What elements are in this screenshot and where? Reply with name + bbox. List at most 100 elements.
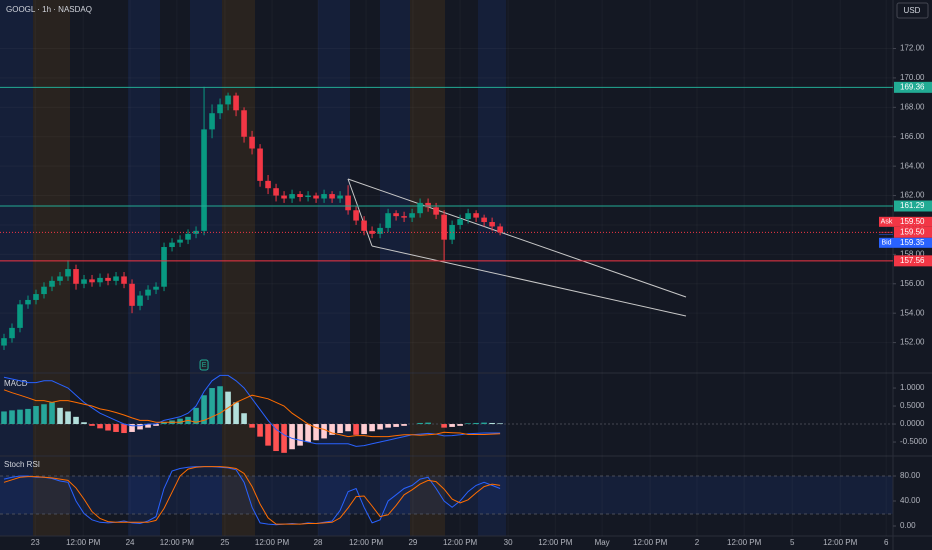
macd-histogram-bar xyxy=(153,424,159,426)
candle-body xyxy=(497,226,503,233)
candle-body xyxy=(161,247,167,287)
y-tick-label: 162.00 xyxy=(900,191,925,200)
wedge-upper xyxy=(347,178,687,298)
macd-histogram-bar xyxy=(41,404,47,425)
candle-body xyxy=(241,110,247,137)
candle-body xyxy=(73,269,79,284)
session-bands xyxy=(0,0,506,536)
macd-histogram-bar xyxy=(473,422,479,425)
macd-histogram-bar xyxy=(97,424,103,429)
x-tick-label: 12:00 PM xyxy=(443,538,478,547)
macd-histogram-bar xyxy=(385,424,391,428)
macd-histogram-bar xyxy=(49,402,55,425)
candle-body xyxy=(169,242,175,248)
level-label-box xyxy=(894,255,932,267)
macd-histogram-bar xyxy=(425,422,431,425)
level-label-box xyxy=(894,81,932,93)
macd-histogram-bar xyxy=(401,424,407,426)
level-label: 161.29 xyxy=(900,201,925,210)
macd-histogram-bar xyxy=(1,411,7,425)
candle-body xyxy=(393,213,399,217)
premarket-band xyxy=(190,0,222,536)
candle-body xyxy=(273,188,279,196)
indicator-line xyxy=(3,466,501,525)
candle-body xyxy=(113,276,119,281)
y-tick-label: 0.00 xyxy=(900,521,916,530)
x-tick-label: 12:00 PM xyxy=(160,538,195,547)
macd-histogram-bar xyxy=(273,424,279,452)
postmarket-band xyxy=(410,0,445,536)
earnings-marker: E xyxy=(202,362,207,369)
x-tick-label: 24 xyxy=(126,538,135,547)
macd-histogram-bar xyxy=(209,388,215,425)
macd-histogram-bar xyxy=(33,406,39,425)
candle-body xyxy=(265,180,271,189)
macd-histogram-bar xyxy=(353,424,359,435)
currency-box[interactable] xyxy=(896,2,929,19)
macd-histogram-bar xyxy=(265,424,271,446)
macd-histogram-bar xyxy=(345,424,351,432)
macd-histogram-bar xyxy=(25,408,31,425)
candle-body xyxy=(257,148,263,181)
candle-body xyxy=(121,276,127,284)
macd-histogram-bar xyxy=(121,424,127,434)
candle-body xyxy=(9,327,15,339)
candle-body xyxy=(17,304,23,328)
quote-name: Bid xyxy=(881,240,891,247)
candle-body xyxy=(81,279,87,284)
quote-box xyxy=(894,216,932,227)
y-tick-label: -0.5000 xyxy=(900,437,928,446)
macd-histogram-bar xyxy=(201,395,207,425)
candle-body xyxy=(153,286,159,290)
macd-histogram-bar xyxy=(129,424,135,432)
y-tick-label: 166.00 xyxy=(900,132,925,141)
candle-body xyxy=(201,129,207,231)
macd-histogram-bar xyxy=(321,424,327,439)
candle-body xyxy=(177,239,183,243)
candle-body xyxy=(489,222,495,227)
candle-body xyxy=(377,227,383,234)
macd-histogram-bar xyxy=(465,423,471,425)
level-label: 169.36 xyxy=(900,82,925,91)
macd-histogram-bar xyxy=(9,410,15,425)
macd-histogram-bar xyxy=(449,424,455,427)
candle-body xyxy=(417,202,423,214)
quote-name-box xyxy=(879,216,894,227)
candle-body xyxy=(289,194,295,199)
macd-histogram-bar xyxy=(481,422,487,425)
candle-body xyxy=(481,217,487,223)
y-tick-label: 1.0000 xyxy=(900,383,925,392)
macd-histogram-bar xyxy=(65,411,71,425)
x-tick-label: 25 xyxy=(220,538,229,547)
indicator-line xyxy=(3,466,501,526)
candle-body xyxy=(129,283,135,306)
x-tick-label: 12:00 PM xyxy=(538,538,573,547)
candle-body xyxy=(185,233,191,240)
y-tick-label: 170.00 xyxy=(900,73,925,82)
candle-body xyxy=(225,95,231,105)
candle-body xyxy=(1,338,7,346)
currency-label[interactable]: USD xyxy=(904,6,921,15)
macd-histogram-bar xyxy=(337,424,343,434)
macd-histogram-bar xyxy=(113,424,119,432)
macd-histogram-bar xyxy=(441,424,447,428)
macd-histogram-bar xyxy=(217,386,223,425)
candle-body xyxy=(449,224,455,240)
macd-histogram-bar xyxy=(73,416,79,425)
macd-histogram-bar xyxy=(305,424,311,443)
macd-histogram-bar xyxy=(57,407,63,425)
candle-body xyxy=(321,194,327,199)
candle-body xyxy=(441,214,447,240)
candle-body xyxy=(465,213,471,220)
candle-body xyxy=(105,277,111,281)
macd-histogram-bar xyxy=(161,422,167,425)
macd-histogram-bar xyxy=(81,422,87,425)
macd-histogram-bar xyxy=(233,402,239,425)
candle-body xyxy=(209,113,215,130)
premarket-band xyxy=(380,0,410,536)
candle-body xyxy=(41,286,47,295)
x-tick-label: 12:00 PM xyxy=(727,538,762,547)
x-tick-label: 5 xyxy=(790,538,795,547)
candle-body xyxy=(409,213,415,218)
